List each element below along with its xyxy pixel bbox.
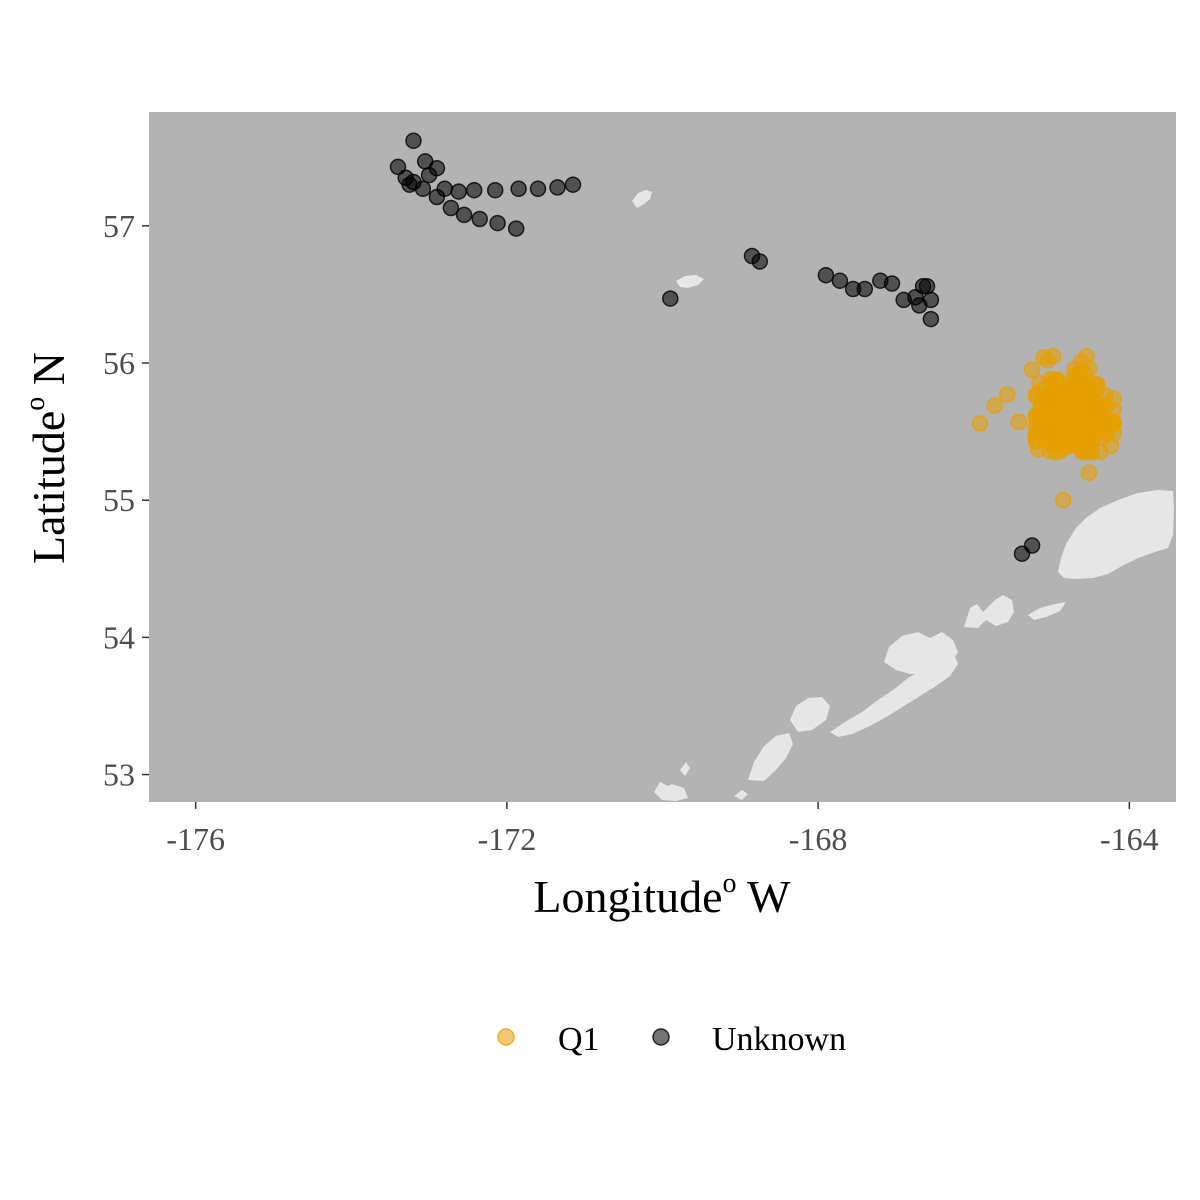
point-q1 — [998, 386, 1016, 403]
point-q1 — [1027, 388, 1045, 405]
point-unknown — [529, 180, 547, 198]
islands-of-four-mountains-b — [748, 733, 793, 781]
x-tick-label: -176 — [166, 821, 225, 857]
alaska-peninsula-landmass — [1058, 490, 1174, 579]
x-tick-label: -164 — [1100, 821, 1159, 857]
umnak-island — [830, 656, 958, 737]
point-unknown — [831, 272, 849, 289]
point-unknown — [428, 188, 446, 206]
point-unknown — [751, 253, 769, 270]
point-unknown — [489, 214, 506, 232]
legend-label-unknown: Unknown — [712, 1021, 846, 1058]
point-q1 — [971, 415, 989, 432]
legend-label-q1: Q1 — [558, 1021, 600, 1058]
island-amukta — [654, 782, 688, 801]
point-q1 — [1027, 430, 1045, 447]
point-unknown — [911, 297, 928, 314]
point-unknown — [510, 180, 527, 198]
point-unknown — [486, 181, 504, 199]
legend-key-unknown — [652, 1028, 670, 1046]
point-unknown — [465, 181, 483, 199]
point-q1 — [1074, 412, 1092, 430]
island-st-george — [676, 275, 704, 288]
islands-of-four-mountains-a — [790, 697, 830, 732]
point-q1 — [1092, 443, 1109, 461]
point-unknown — [1023, 537, 1041, 554]
y-tick-label: 54 — [103, 619, 135, 655]
point-unknown — [817, 266, 835, 284]
point-q1 — [1051, 423, 1068, 441]
point-unknown — [549, 179, 566, 196]
point-q1 — [1088, 380, 1106, 398]
x-axis-title: Longitudeo W — [533, 868, 791, 922]
y-tick-label: 56 — [103, 345, 135, 381]
point-unknown — [922, 310, 940, 328]
point-unknown — [564, 176, 582, 193]
point-q1 — [1010, 413, 1028, 431]
point-unknown — [507, 220, 525, 237]
y-tick-label: 55 — [103, 482, 135, 518]
land-layer — [632, 190, 1174, 801]
point-unknown — [414, 180, 432, 198]
point-unknown — [442, 199, 460, 217]
point-unknown — [883, 275, 901, 292]
point-unknown — [405, 132, 422, 150]
point-unknown — [420, 166, 438, 184]
point-q1 — [1097, 398, 1115, 416]
point-unknown — [455, 206, 473, 224]
x-tick-label: -168 — [789, 821, 848, 857]
point-q1 — [1049, 437, 1066, 454]
y-tick-label: 57 — [103, 208, 135, 244]
point-q1 — [1054, 491, 1072, 509]
legend-key-q1 — [497, 1028, 515, 1046]
point-q1 — [1023, 361, 1041, 379]
point-q1 — [1075, 389, 1092, 407]
point-q1 — [1080, 464, 1098, 482]
points-layer — [389, 132, 1123, 562]
point-unknown — [450, 183, 467, 200]
point-unknown — [856, 280, 874, 298]
legend: Q1 Unknown — [497, 1021, 846, 1058]
y-axis-title: Latitudeo N — [20, 352, 74, 564]
point-unknown — [471, 210, 488, 228]
y-axis: 53 54 55 56 57 — [103, 208, 149, 793]
island-group-krenitzin — [964, 595, 1014, 628]
point-unknown — [662, 290, 679, 307]
unimak-east-island — [1028, 602, 1066, 620]
point-q1 — [1044, 347, 1062, 365]
island-yunaska — [734, 790, 748, 800]
plot-panel — [149, 112, 1176, 802]
x-axis: -176 -172 -168 -164 — [166, 802, 1159, 857]
x-tick-label: -172 — [478, 821, 537, 857]
point-q1 — [1066, 360, 1083, 377]
point-q1 — [1099, 418, 1116, 435]
point-unknown — [918, 277, 936, 295]
island-st-paul — [632, 190, 652, 208]
point-q1 — [986, 397, 1003, 414]
y-tick-label: 53 — [103, 757, 135, 793]
island-chagulak — [680, 762, 690, 776]
point-q1 — [1055, 398, 1073, 416]
